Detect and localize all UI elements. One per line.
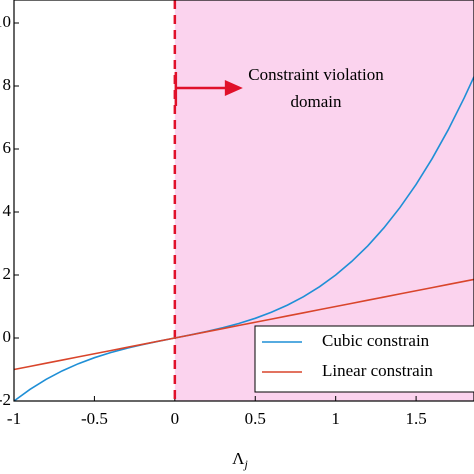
- x-tick-label: -1: [7, 409, 21, 428]
- y-tick-label: 6: [3, 138, 12, 157]
- annotation: Constraint violation: [248, 65, 384, 84]
- y-tick-label: -2: [0, 390, 11, 409]
- y-tick-label: 0: [3, 327, 12, 346]
- series-line: [13, 76, 474, 402]
- legend-label: Cubic constrain: [322, 331, 430, 350]
- legend-box: [254, 325, 474, 393]
- annotation: domain: [291, 92, 342, 111]
- series-line: [13, 278, 474, 371]
- x-tick-label: 1.5: [405, 409, 426, 428]
- y-tick-label: 2: [3, 264, 12, 283]
- x-tick-label: 0: [171, 409, 180, 428]
- axes-frame: [13, 0, 474, 402]
- y-tick-label: 10: [0, 12, 11, 31]
- x-axis-label-base: Λ: [232, 449, 245, 468]
- x-axis-label: Λj: [232, 449, 248, 471]
- arrow-head: [224, 80, 243, 96]
- x-tick-label: 0.5: [245, 409, 266, 428]
- x-tick-label: 1: [331, 409, 340, 428]
- y-tick-label: 4: [3, 201, 12, 220]
- y-tick-label: 8: [3, 75, 12, 94]
- x-axis-label-sub: j: [242, 457, 248, 471]
- legend-label: Linear constrain: [322, 361, 433, 380]
- legend: Cubic constrain Linear constrain: [254, 325, 474, 393]
- x-tick-label: -0.5: [81, 409, 108, 428]
